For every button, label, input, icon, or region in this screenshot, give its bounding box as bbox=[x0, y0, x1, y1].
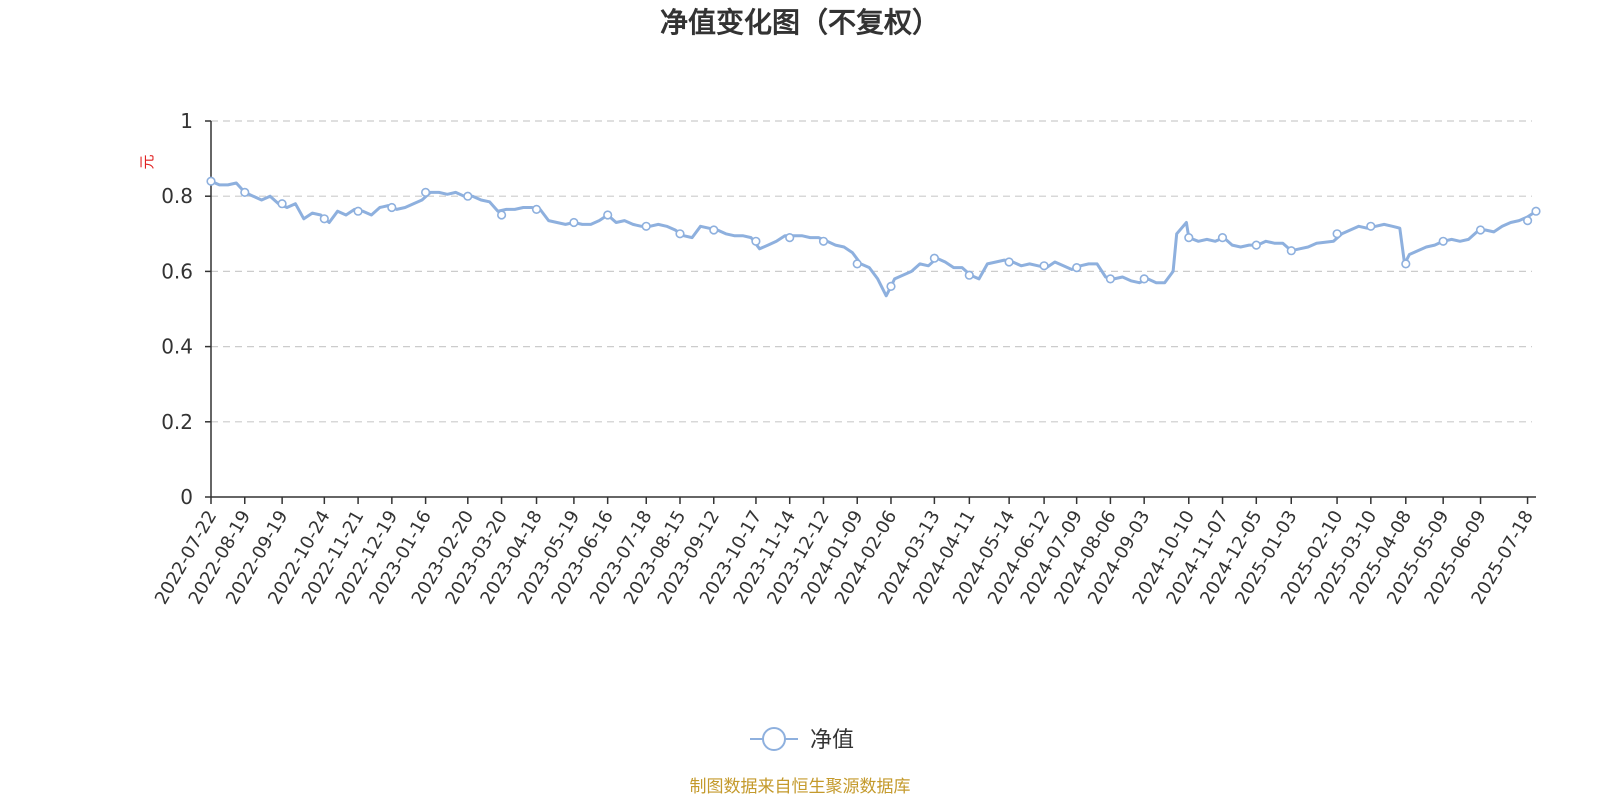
legend[interactable]: 净值 bbox=[750, 727, 854, 753]
data-point-marker bbox=[319, 214, 329, 224]
data-point-marker bbox=[675, 229, 685, 239]
series-layer bbox=[206, 176, 1541, 298]
data-point-marker bbox=[1531, 206, 1541, 216]
data-point-marker bbox=[1401, 259, 1411, 269]
data-point-marker bbox=[785, 233, 795, 243]
data-point-marker bbox=[964, 270, 974, 280]
data-point-marker bbox=[531, 204, 542, 214]
data-point-marker bbox=[1217, 233, 1228, 243]
data-point-marker bbox=[277, 199, 287, 209]
data-point-marker bbox=[1105, 274, 1115, 284]
data-point-marker bbox=[852, 259, 862, 269]
data-point-marker bbox=[1438, 236, 1448, 246]
data-point-marker bbox=[1475, 225, 1486, 235]
data-point-marker bbox=[1522, 216, 1533, 226]
data-point-marker bbox=[603, 210, 613, 220]
y-tick-label: 0.4 bbox=[161, 335, 193, 359]
data-point-marker bbox=[497, 210, 507, 220]
y-tick-label: 0.8 bbox=[161, 184, 193, 208]
data-point-marker bbox=[1366, 221, 1376, 231]
series-line-net-value bbox=[209, 179, 1538, 298]
data-point-marker bbox=[709, 225, 719, 235]
legend-label: 净值 bbox=[810, 728, 854, 753]
data-point-marker bbox=[206, 176, 216, 186]
chart-title: 净值变化图（不复权） bbox=[660, 6, 940, 39]
data-point-marker bbox=[569, 217, 579, 228]
data-point-marker bbox=[240, 187, 250, 197]
data-point-marker bbox=[1004, 257, 1014, 267]
y-tick-label: 1 bbox=[180, 109, 193, 133]
data-point-marker bbox=[421, 187, 431, 197]
data-point-marker bbox=[1139, 274, 1149, 284]
data-point-marker bbox=[1251, 240, 1261, 250]
data-point-marker bbox=[387, 202, 397, 213]
y-tick-label: 0 bbox=[180, 485, 193, 509]
data-point-marker bbox=[1184, 233, 1194, 243]
axes: 00.20.40.60.812022-07-222022-08-192022-0… bbox=[151, 109, 1538, 608]
data-point-marker bbox=[353, 206, 363, 216]
y-tick-label: 0.2 bbox=[161, 410, 193, 434]
y-tick-label: 0.6 bbox=[161, 259, 193, 283]
data-point-marker bbox=[1039, 261, 1049, 271]
data-point-marker bbox=[1286, 246, 1296, 256]
data-source-note: 制图数据来自恒生聚源数据库 bbox=[690, 777, 911, 797]
data-point-marker bbox=[818, 236, 829, 246]
legend-circle-icon bbox=[762, 727, 786, 751]
data-point-marker bbox=[1072, 263, 1082, 273]
data-point-marker bbox=[1332, 229, 1342, 239]
y-axis-unit-label: 元 bbox=[138, 154, 156, 169]
data-point-marker bbox=[886, 281, 896, 292]
data-point-marker bbox=[463, 191, 473, 201]
data-point-marker bbox=[929, 253, 940, 263]
data-point-marker bbox=[751, 236, 761, 246]
data-point-marker bbox=[641, 221, 651, 231]
